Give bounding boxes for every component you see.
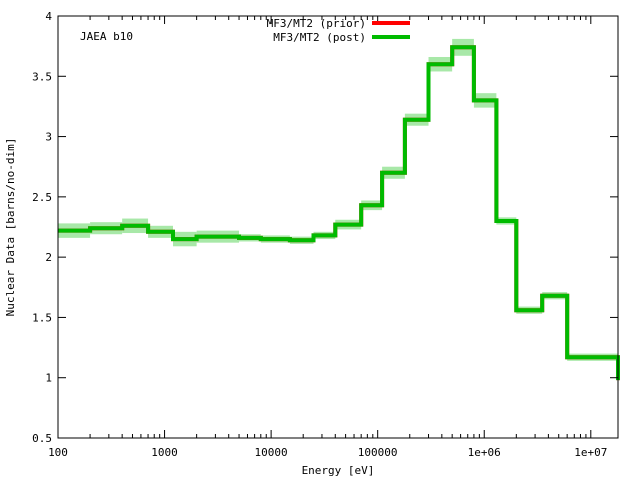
chart-annotation: JAEA b10 [80, 30, 133, 43]
y-tick-label: 2 [45, 251, 52, 264]
y-tick-label: 2.5 [32, 191, 52, 204]
x-tick-label: 100 [48, 446, 68, 459]
x-tick-label: 1e+06 [468, 446, 501, 459]
y-tick-label: 0.5 [32, 432, 52, 445]
uncertainty-band [58, 38, 618, 361]
y-tick-label: 3.5 [32, 70, 52, 83]
x-axis-label: Energy [eV] [302, 464, 375, 477]
y-tick-labels: 0.5 1 1.5 2 2.5 3 3.5 4 [32, 10, 52, 445]
x-tick-labels: 100 1000 10000 100000 1e+06 1e+07 [48, 446, 607, 459]
y-tick-label: 4 [45, 10, 52, 23]
x-tick-label: 10000 [255, 446, 288, 459]
y-tick-label: 1.5 [32, 311, 52, 324]
series-prior-line [58, 45, 620, 381]
legend: MF3/MT2 (prior)MF3/MT2 (post) [267, 17, 410, 44]
y-axis-label: Nuclear Data [barns/no-dim] [4, 138, 17, 317]
y-tick-label: 1 [45, 372, 52, 385]
y-tick-label: 3 [45, 131, 52, 144]
series-layer [58, 45, 620, 381]
plot-frame [57, 15, 619, 439]
series-post-line [58, 45, 620, 381]
x-tick-label: 1e+07 [574, 446, 607, 459]
x-tick-label: 100000 [358, 446, 398, 459]
x-tick-label: 1000 [151, 446, 178, 459]
legend-label: MF3/MT2 (post) [273, 31, 366, 44]
legend-label: MF3/MT2 (prior) [267, 17, 366, 30]
